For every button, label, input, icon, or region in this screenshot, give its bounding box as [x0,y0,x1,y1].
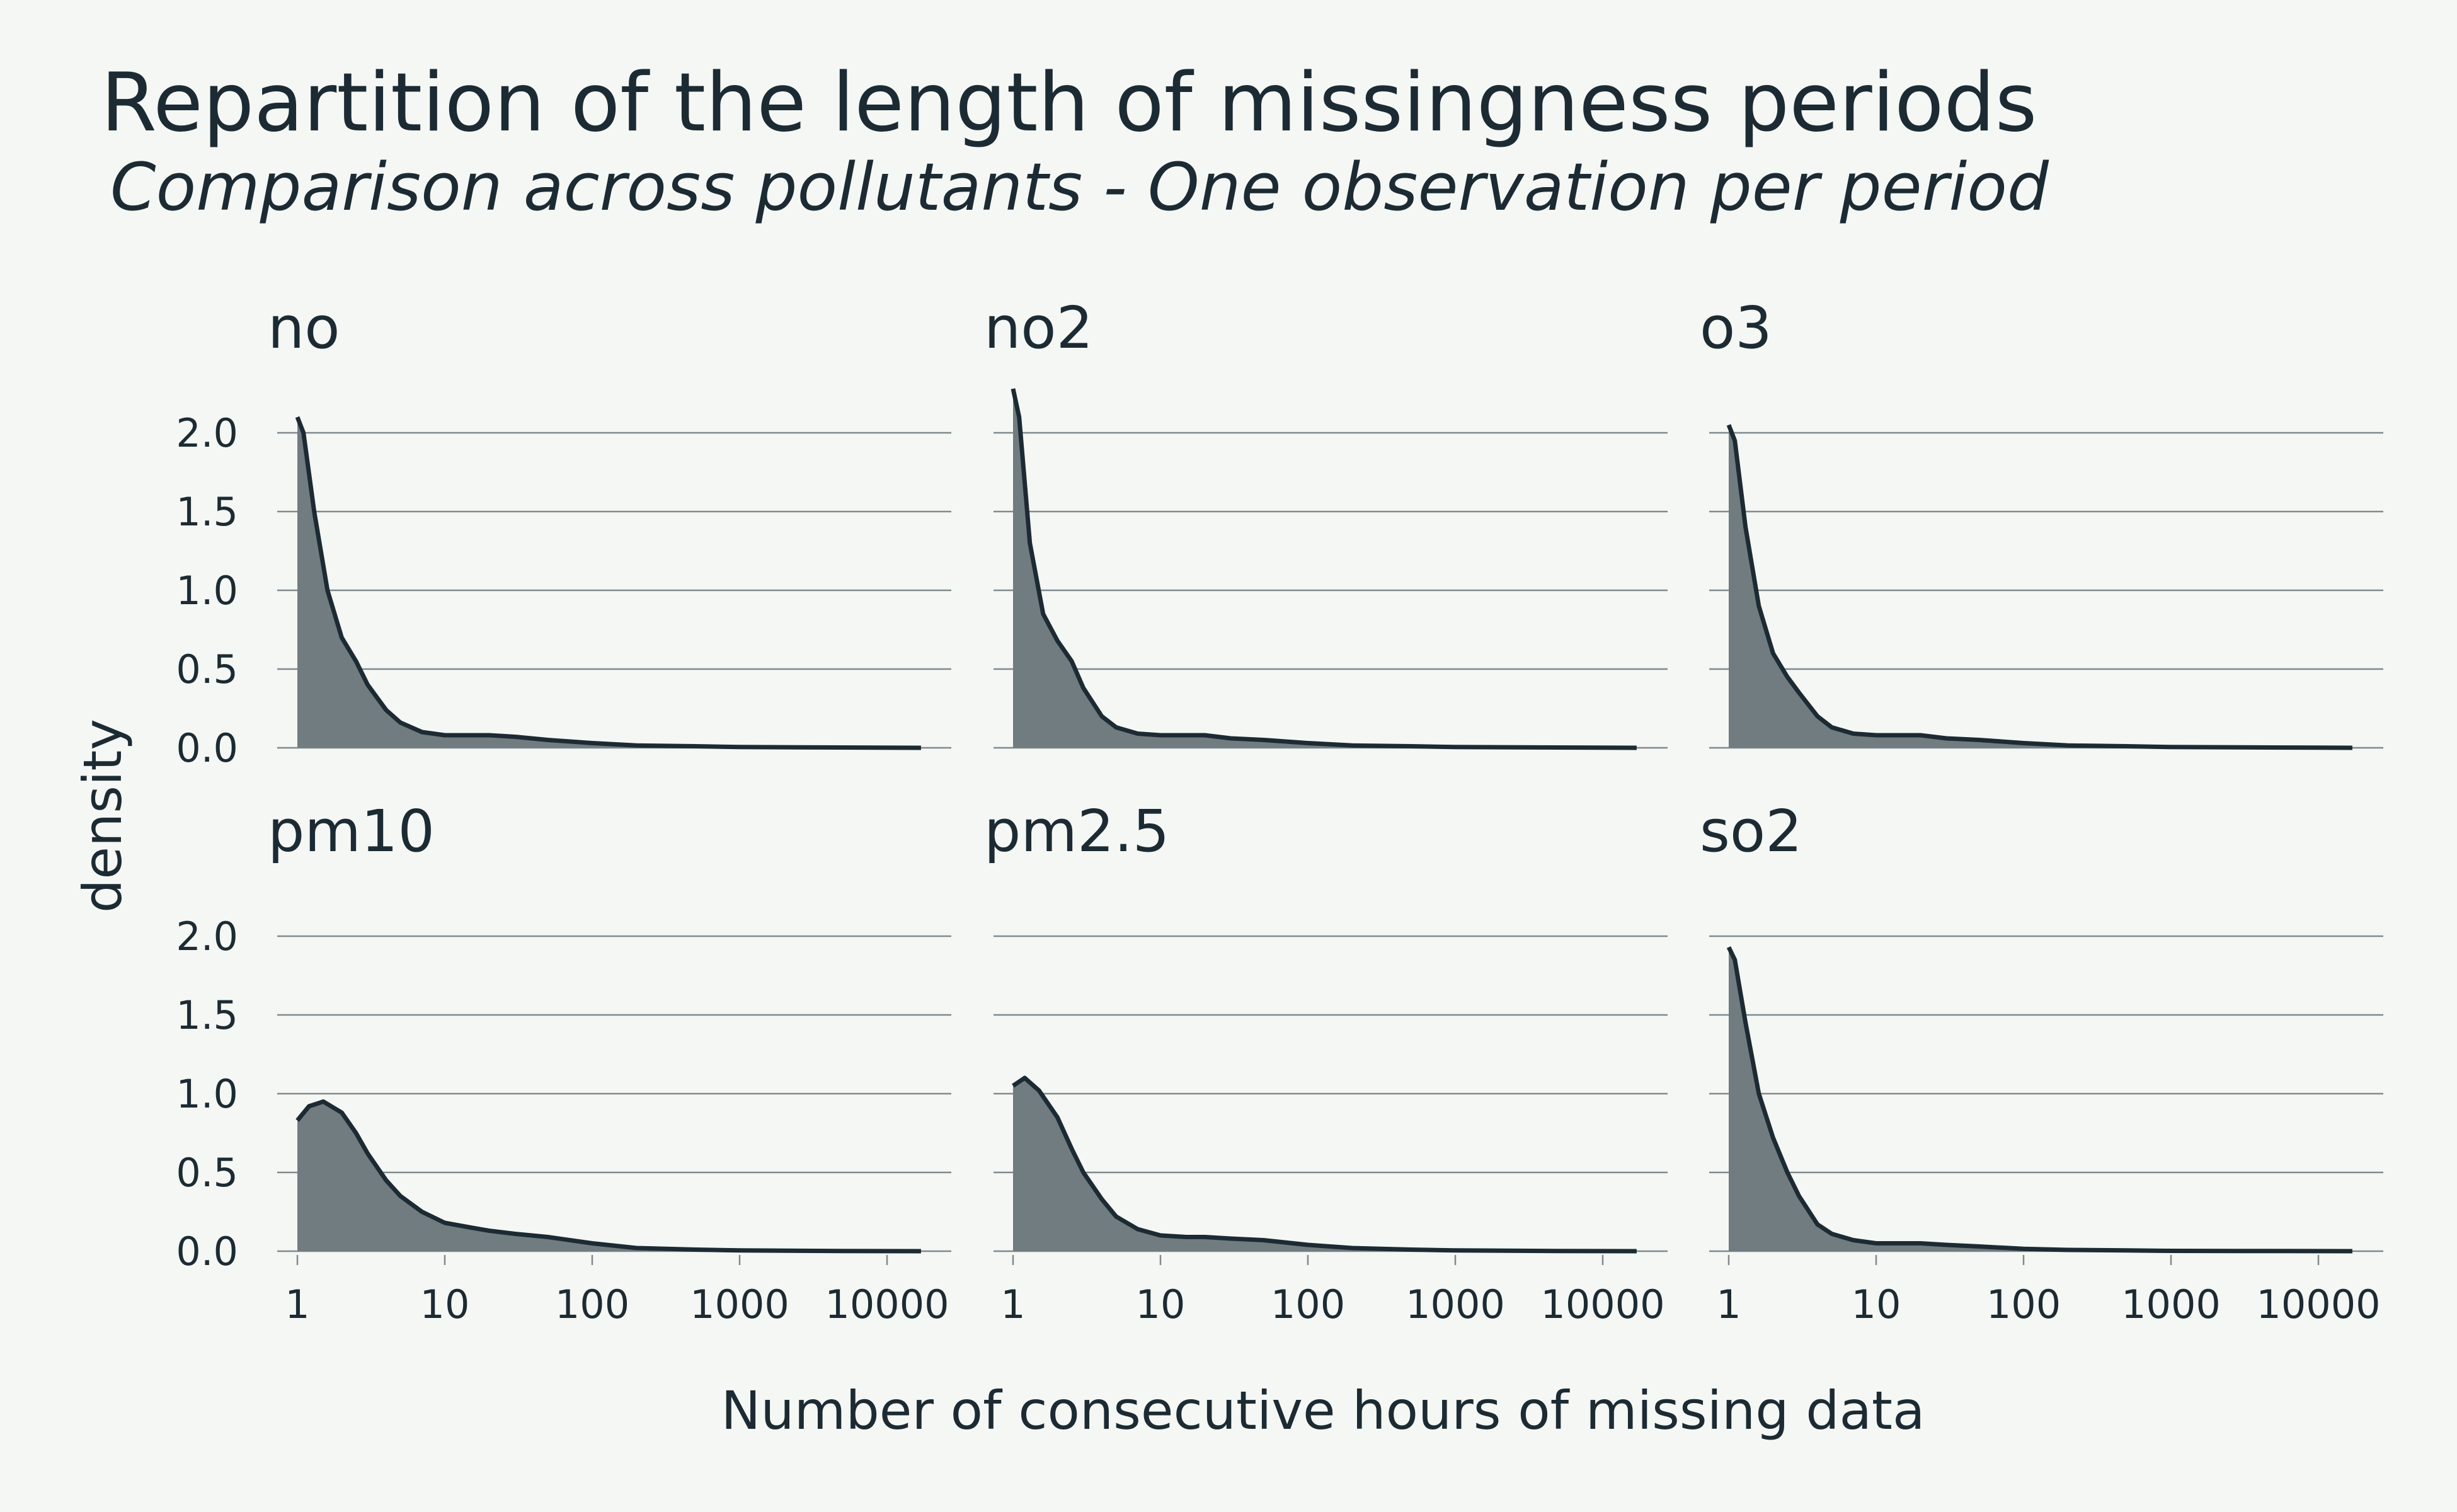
x-tick-label: 10000 [1540,1281,1664,1327]
y-tick-label: 0.0 [176,725,238,771]
x-tick-label: 1000 [1406,1281,1505,1327]
density-area [297,1101,921,1251]
y-tick-label: 0.5 [176,1150,238,1196]
x-tick-label: 10 [1852,1281,1901,1327]
chart-subtitle: Comparison across pollutants - One obser… [110,149,2049,226]
x-tick-label: 1 [1716,1281,1741,1327]
x-tick-label: 10 [1136,1281,1186,1327]
x-tick-label: 10000 [2256,1281,2380,1327]
panel-label: no2 [984,294,1093,362]
panel-label: o3 [1700,294,1772,362]
panel-pm2-5: pm2.5 1 10 100 1000 10000 [984,798,1668,1327]
density-area [1013,1078,1637,1251]
panel-label: pm10 [268,798,435,865]
x-tick-label: 100 [1271,1281,1345,1327]
y-tick-label: 1.5 [176,489,238,535]
x-tick-label: 1 [285,1281,309,1327]
y-tick-label: 0.5 [176,646,238,692]
panel-so2: so2 1 10 100 1000 10000 [1700,798,2383,1327]
density-area [1729,947,2352,1251]
panel-label: so2 [1700,798,1802,865]
panel-no2: no2 [984,294,1668,750]
y-tick-label: 2.0 [176,914,238,959]
x-axis-label: Number of consecutive hours of missing d… [721,1380,1925,1441]
panel-no: no 0.0 0.5 1.0 1.5 2.0 [176,294,951,771]
x-tick-label: 1000 [690,1281,789,1327]
density-area [1729,425,2352,748]
density-line [295,1099,921,1254]
x-tick-label: 10000 [825,1281,949,1327]
x-tick-label: 10 [420,1281,470,1327]
y-tick-label: 1.0 [176,1071,238,1117]
y-tick-label: 2.0 [176,410,238,456]
x-tick-label: 1000 [2121,1281,2221,1327]
y-axis-label: density [72,719,134,913]
density-line [295,416,921,750]
panel-label: pm2.5 [984,798,1169,865]
panel-label: no [268,294,340,362]
panel-pm10: pm10 0.0 0.5 1.0 1.5 2.0 1 10 100 1000 10000 [176,798,951,1327]
x-tick-label: 1 [1000,1281,1025,1327]
density-line [1726,946,2352,1254]
x-tick-label: 100 [555,1281,629,1327]
density-area [297,417,921,748]
y-tick-label: 0.0 [176,1228,238,1274]
y-tick-label: 1.5 [176,992,238,1038]
x-tick-label: 100 [1986,1281,2061,1327]
panel-o3: o3 [1700,294,2383,750]
density-line [1012,1075,1637,1254]
density-area [1013,389,1637,748]
y-tick-label: 1.0 [176,568,238,614]
density-line [1726,424,2352,750]
chart-title: Repartition of the length of missingness… [101,56,2037,150]
density-line [1011,388,1637,750]
